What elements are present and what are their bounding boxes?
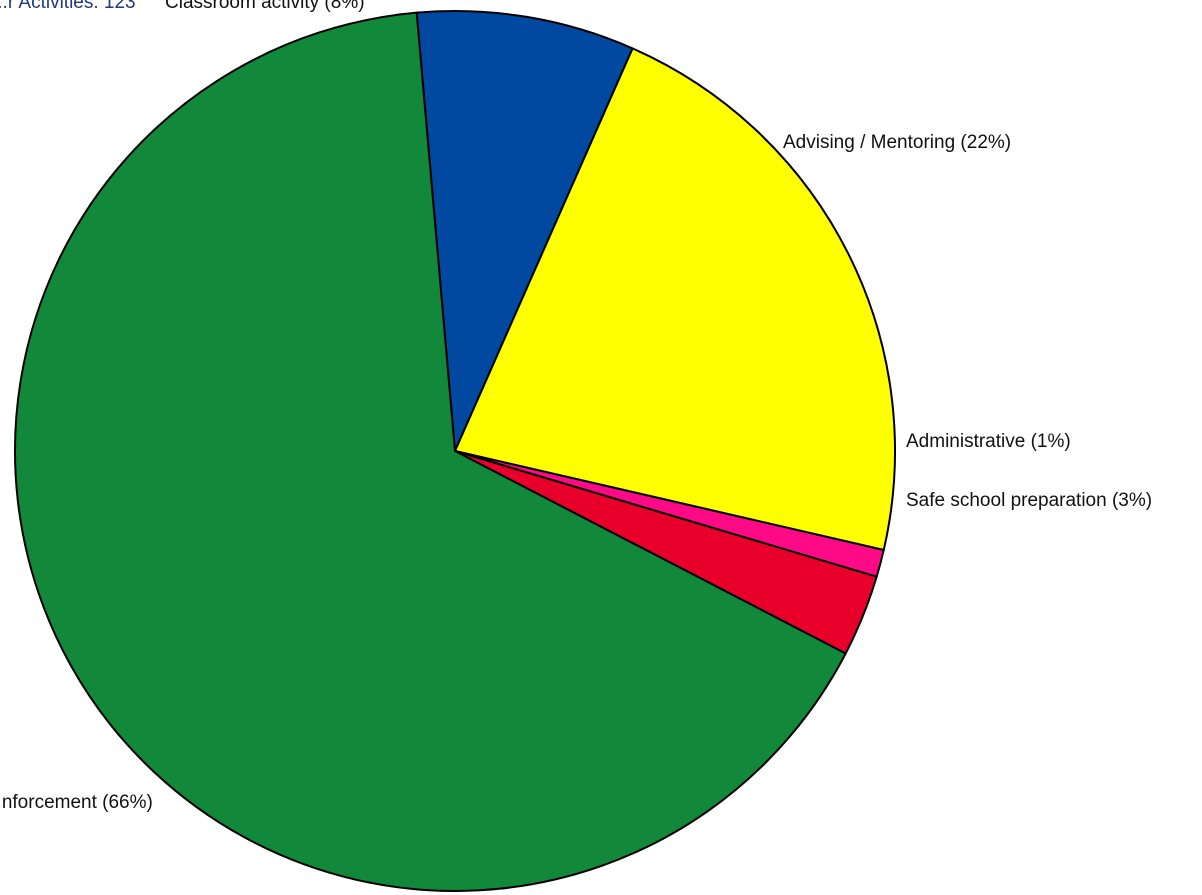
label-enforcement: ...nforcement (66%) (0, 792, 153, 813)
pie-slice-1 (454, 47, 896, 551)
label-advising-mentoring: Advising / Mentoring (22%) (783, 132, 1011, 153)
cut-off-header-text: ...r Activities: 123 (0, 0, 136, 13)
label-safe-school-preparation: Safe school preparation (3%) (906, 490, 1152, 511)
label-classroom-activity: Classroom activity (8%) (165, 0, 365, 13)
pie-slice-0 (415, 10, 634, 452)
pie-slices (14, 10, 896, 892)
label-administrative: Administrative (1%) (906, 431, 1071, 452)
pie-slice-4 (14, 11, 847, 892)
